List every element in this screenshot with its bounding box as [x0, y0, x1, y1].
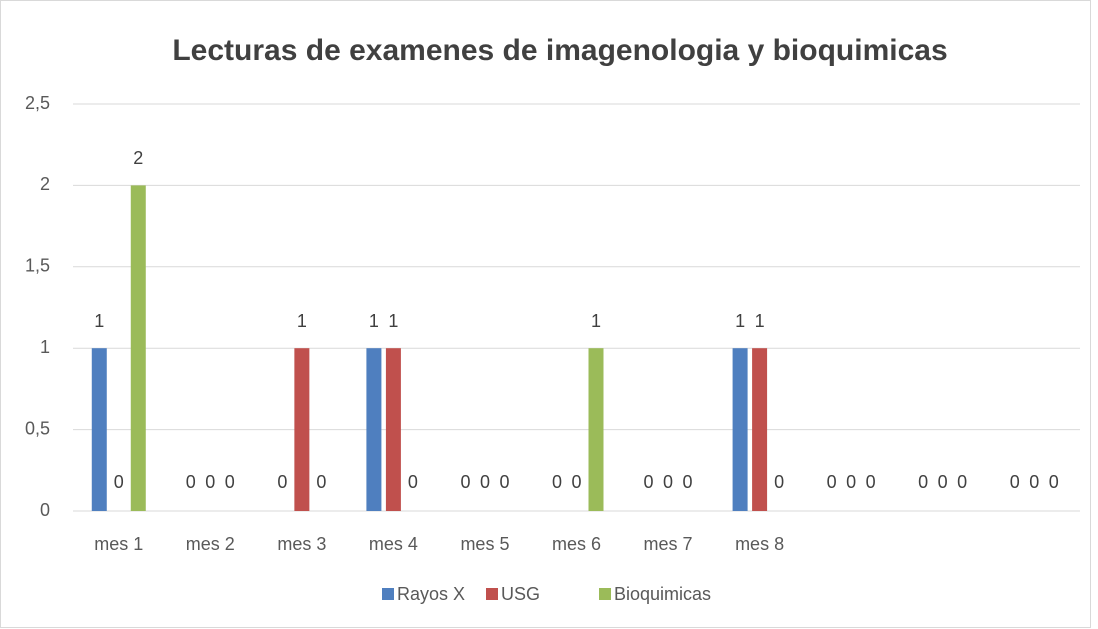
x-tick-label: mes 5 — [460, 534, 509, 554]
data-label: 0 — [1010, 472, 1020, 492]
y-tick-label: 2,5 — [25, 93, 50, 113]
x-tick-label: mes 7 — [644, 534, 693, 554]
data-label: 0 — [552, 472, 562, 492]
data-label: 0 — [1049, 472, 1059, 492]
chart-title: Lecturas de examenes de imagenologia y b… — [172, 34, 947, 67]
data-label: 0 — [663, 472, 673, 492]
data-label: 0 — [205, 472, 215, 492]
y-tick-label: 0,5 — [25, 418, 50, 438]
legend-label: Bioquimicas — [614, 584, 711, 604]
x-tick-label: mes 6 — [552, 534, 601, 554]
bar — [752, 348, 768, 511]
bar — [91, 348, 107, 511]
data-label: 0 — [408, 472, 418, 492]
y-tick-label: 2 — [40, 174, 50, 194]
bar — [385, 348, 401, 511]
legend-label: Rayos X — [397, 584, 465, 604]
data-label: 0 — [866, 472, 876, 492]
data-label: 0 — [918, 472, 928, 492]
data-label: 0 — [480, 472, 490, 492]
x-tick-label: mes 2 — [186, 534, 235, 554]
data-label: 1 — [369, 311, 379, 331]
data-label: 0 — [846, 472, 856, 492]
bar — [732, 348, 748, 511]
legend-swatch — [382, 588, 394, 600]
data-label: 0 — [277, 472, 287, 492]
legend-swatch — [486, 588, 498, 600]
y-tick-label: 1 — [40, 337, 50, 357]
bar — [588, 348, 604, 511]
data-label: 1 — [297, 311, 307, 331]
data-label: 1 — [735, 311, 745, 331]
data-label: 0 — [114, 472, 124, 492]
x-tick-label: mes 4 — [369, 534, 418, 554]
y-tick-label: 1,5 — [25, 256, 50, 276]
bar — [366, 348, 382, 511]
data-label: 0 — [957, 472, 967, 492]
x-tick-label: mes 3 — [277, 534, 326, 554]
data-label: 1 — [388, 311, 398, 331]
data-label: 0 — [827, 472, 837, 492]
data-label: 0 — [938, 472, 948, 492]
bar — [130, 185, 146, 511]
data-label: 0 — [774, 472, 784, 492]
data-label: 0 — [644, 472, 654, 492]
data-label: 0 — [460, 472, 470, 492]
data-label: 2 — [133, 148, 143, 168]
data-label: 0 — [225, 472, 235, 492]
y-tick-label: 0 — [40, 500, 50, 520]
data-label: 0 — [316, 472, 326, 492]
data-label: 1 — [591, 311, 601, 331]
data-label: 0 — [499, 472, 509, 492]
data-label: 0 — [1029, 472, 1039, 492]
data-label: 0 — [186, 472, 196, 492]
bar — [294, 348, 310, 511]
data-label: 1 — [755, 311, 765, 331]
data-label: 0 — [571, 472, 581, 492]
data-label: 1 — [94, 311, 104, 331]
x-tick-label: mes 1 — [94, 534, 143, 554]
legend-swatch — [599, 588, 611, 600]
x-tick-label: mes 8 — [735, 534, 784, 554]
data-label: 0 — [683, 472, 693, 492]
legend-label: USG — [501, 584, 540, 604]
